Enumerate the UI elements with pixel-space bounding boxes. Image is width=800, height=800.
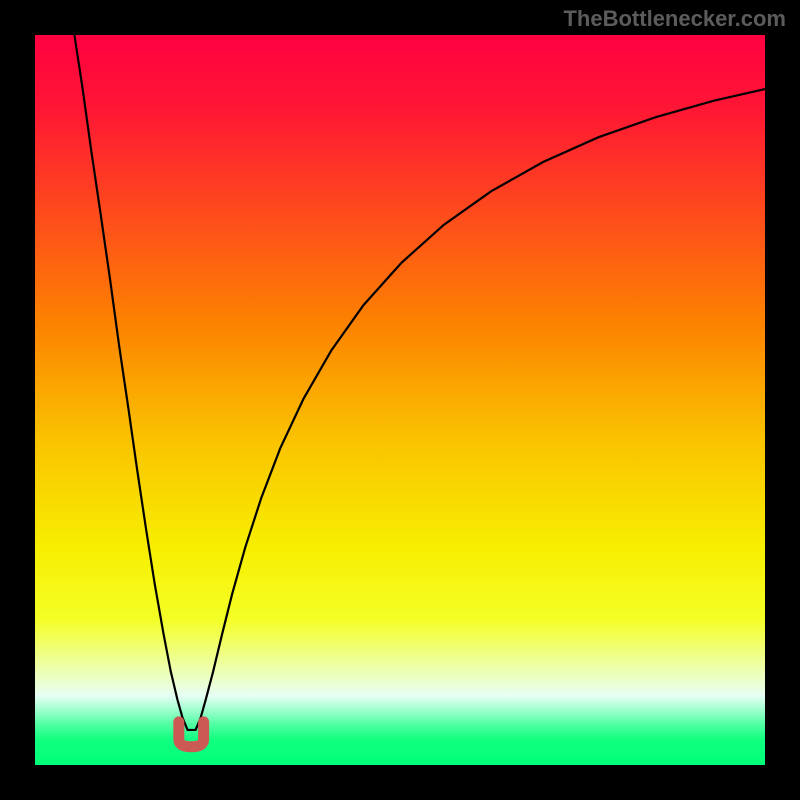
plot-background <box>35 35 765 765</box>
watermark-text: TheBottlenecker.com <box>563 6 786 32</box>
plot-svg <box>35 35 765 765</box>
chart-frame: TheBottlenecker.com <box>0 0 800 800</box>
